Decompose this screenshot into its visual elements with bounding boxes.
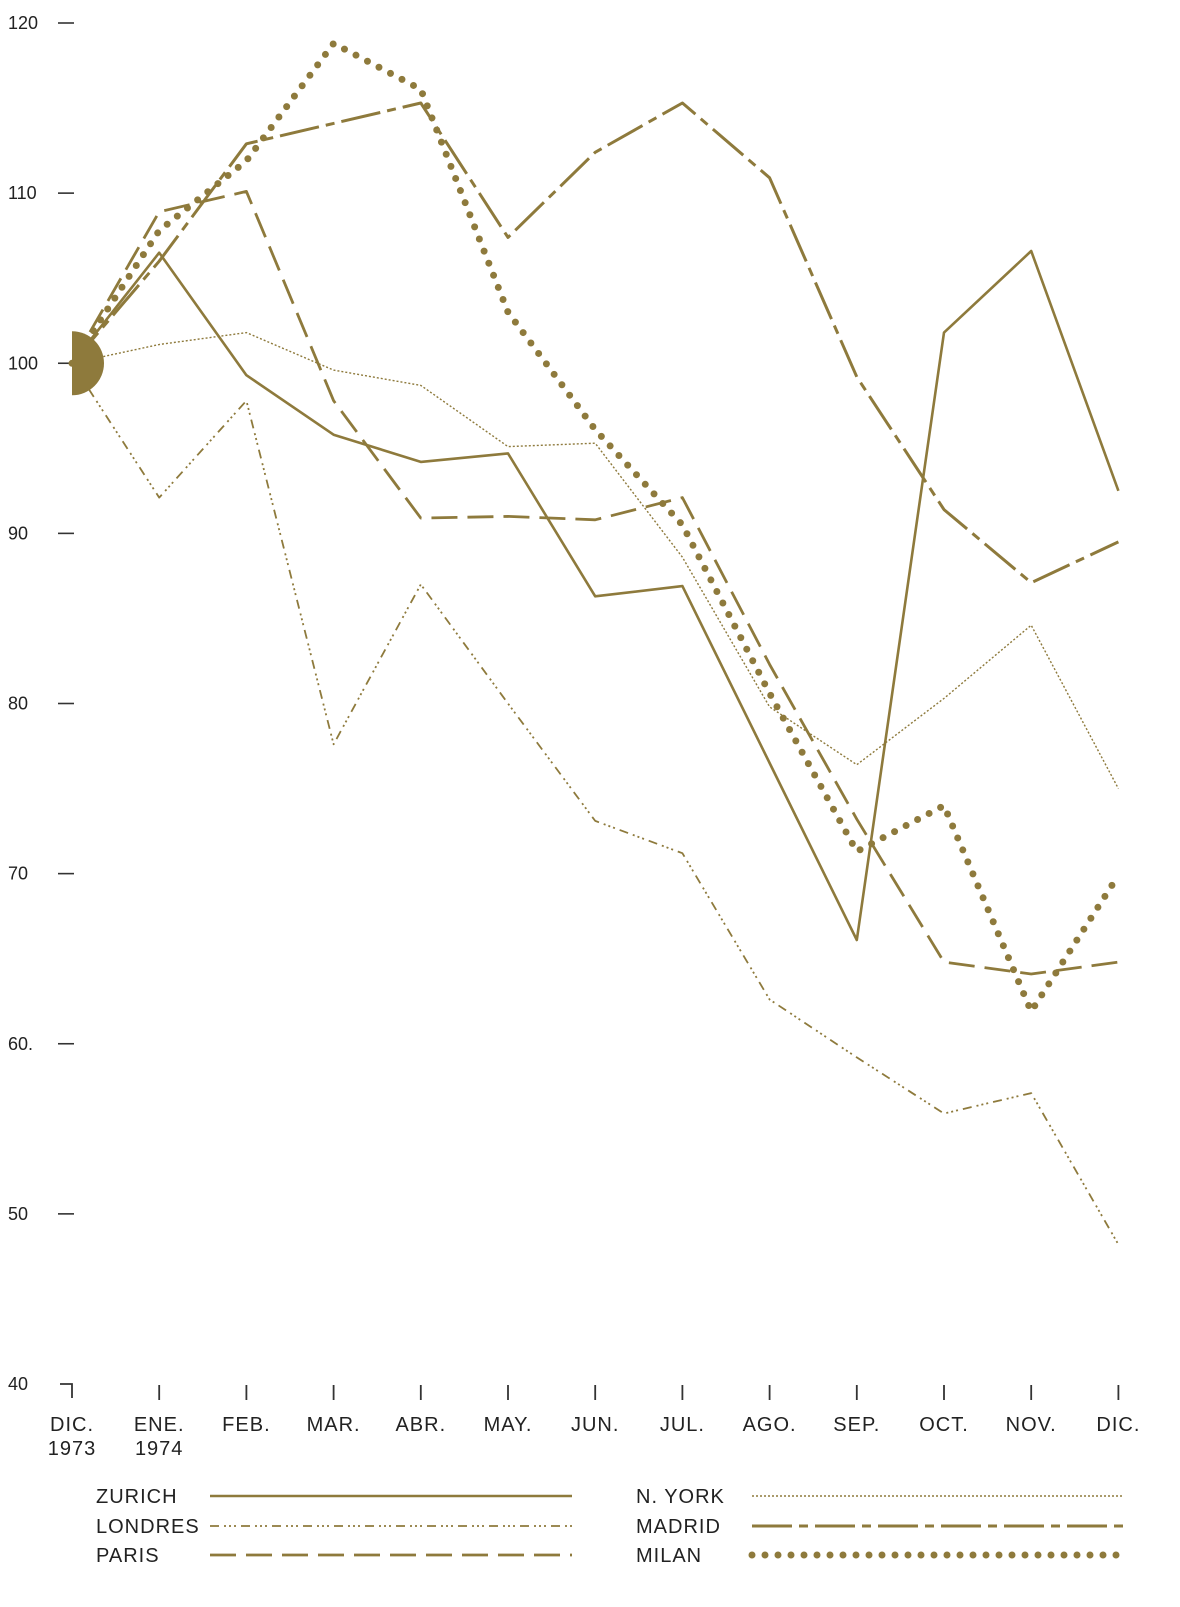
points-layer — [159, 43, 1119, 1245]
legend-label-madrid: MADRID — [636, 1516, 721, 1538]
y-tick-label: 80 — [8, 694, 28, 714]
x-tick-label: JUN. — [571, 1414, 619, 1436]
y-tick-label: 40 — [8, 1374, 28, 1394]
y-tick-label: 100 — [8, 353, 38, 373]
y-tick-label: 90 — [8, 523, 28, 543]
y-axis: 120 110 100 90 80 70 60. 50 40 — [8, 13, 74, 1398]
x-tick-label: NOV. — [1006, 1414, 1057, 1436]
x-tick-label: JUL. — [660, 1414, 705, 1436]
x-tick-label: AGO. — [743, 1414, 797, 1436]
legend-label-milan: MILAN — [636, 1545, 702, 1567]
series-line-zurich — [70, 249, 1120, 942]
legend: ZURICH LONDRES PARIS N. YORK MADRID MILAN — [96, 1486, 1127, 1567]
series-line-n-york — [71, 331, 1120, 789]
series-layer — [68, 39, 1122, 1245]
y-tick-label: 110 — [8, 183, 37, 203]
series-line-londres — [71, 362, 1120, 1245]
x-tick-label: MAY. — [484, 1414, 533, 1436]
legend-label-paris: PARIS — [96, 1545, 160, 1567]
x-tick-label: OCT. — [919, 1414, 969, 1436]
legend-label-londres: LONDRES — [96, 1516, 200, 1538]
x-tick-label: DIC. — [50, 1414, 94, 1436]
x-tick-label: ABR. — [395, 1414, 446, 1436]
x-tick-label: DIC. — [1096, 1414, 1140, 1436]
x-tick-label: MAR. — [307, 1414, 361, 1436]
y-tick-label: 120 — [8, 13, 38, 33]
legend-label-n-york: N. YORK — [636, 1486, 725, 1508]
x-tick-label-year: 1974 — [135, 1438, 184, 1460]
start-marker-layer — [72, 331, 104, 396]
x-tick-label: ENE. — [134, 1414, 185, 1436]
series-line-milan — [68, 39, 1122, 1015]
legend-label-zurich: ZURICH — [96, 1486, 178, 1508]
x-tick-label: SEP. — [833, 1414, 880, 1436]
series-line-paris — [70, 189, 1119, 976]
y-tick-label: 60. — [8, 1034, 33, 1054]
start-point-marker — [72, 331, 104, 396]
axis-corner-mark — [60, 1383, 73, 1398]
y-tick-label: 50 — [8, 1204, 28, 1224]
y-tick-label: 70 — [8, 864, 28, 884]
x-tick-label-year: 1973 — [48, 1438, 97, 1460]
x-tick-label: FEB. — [222, 1414, 270, 1436]
